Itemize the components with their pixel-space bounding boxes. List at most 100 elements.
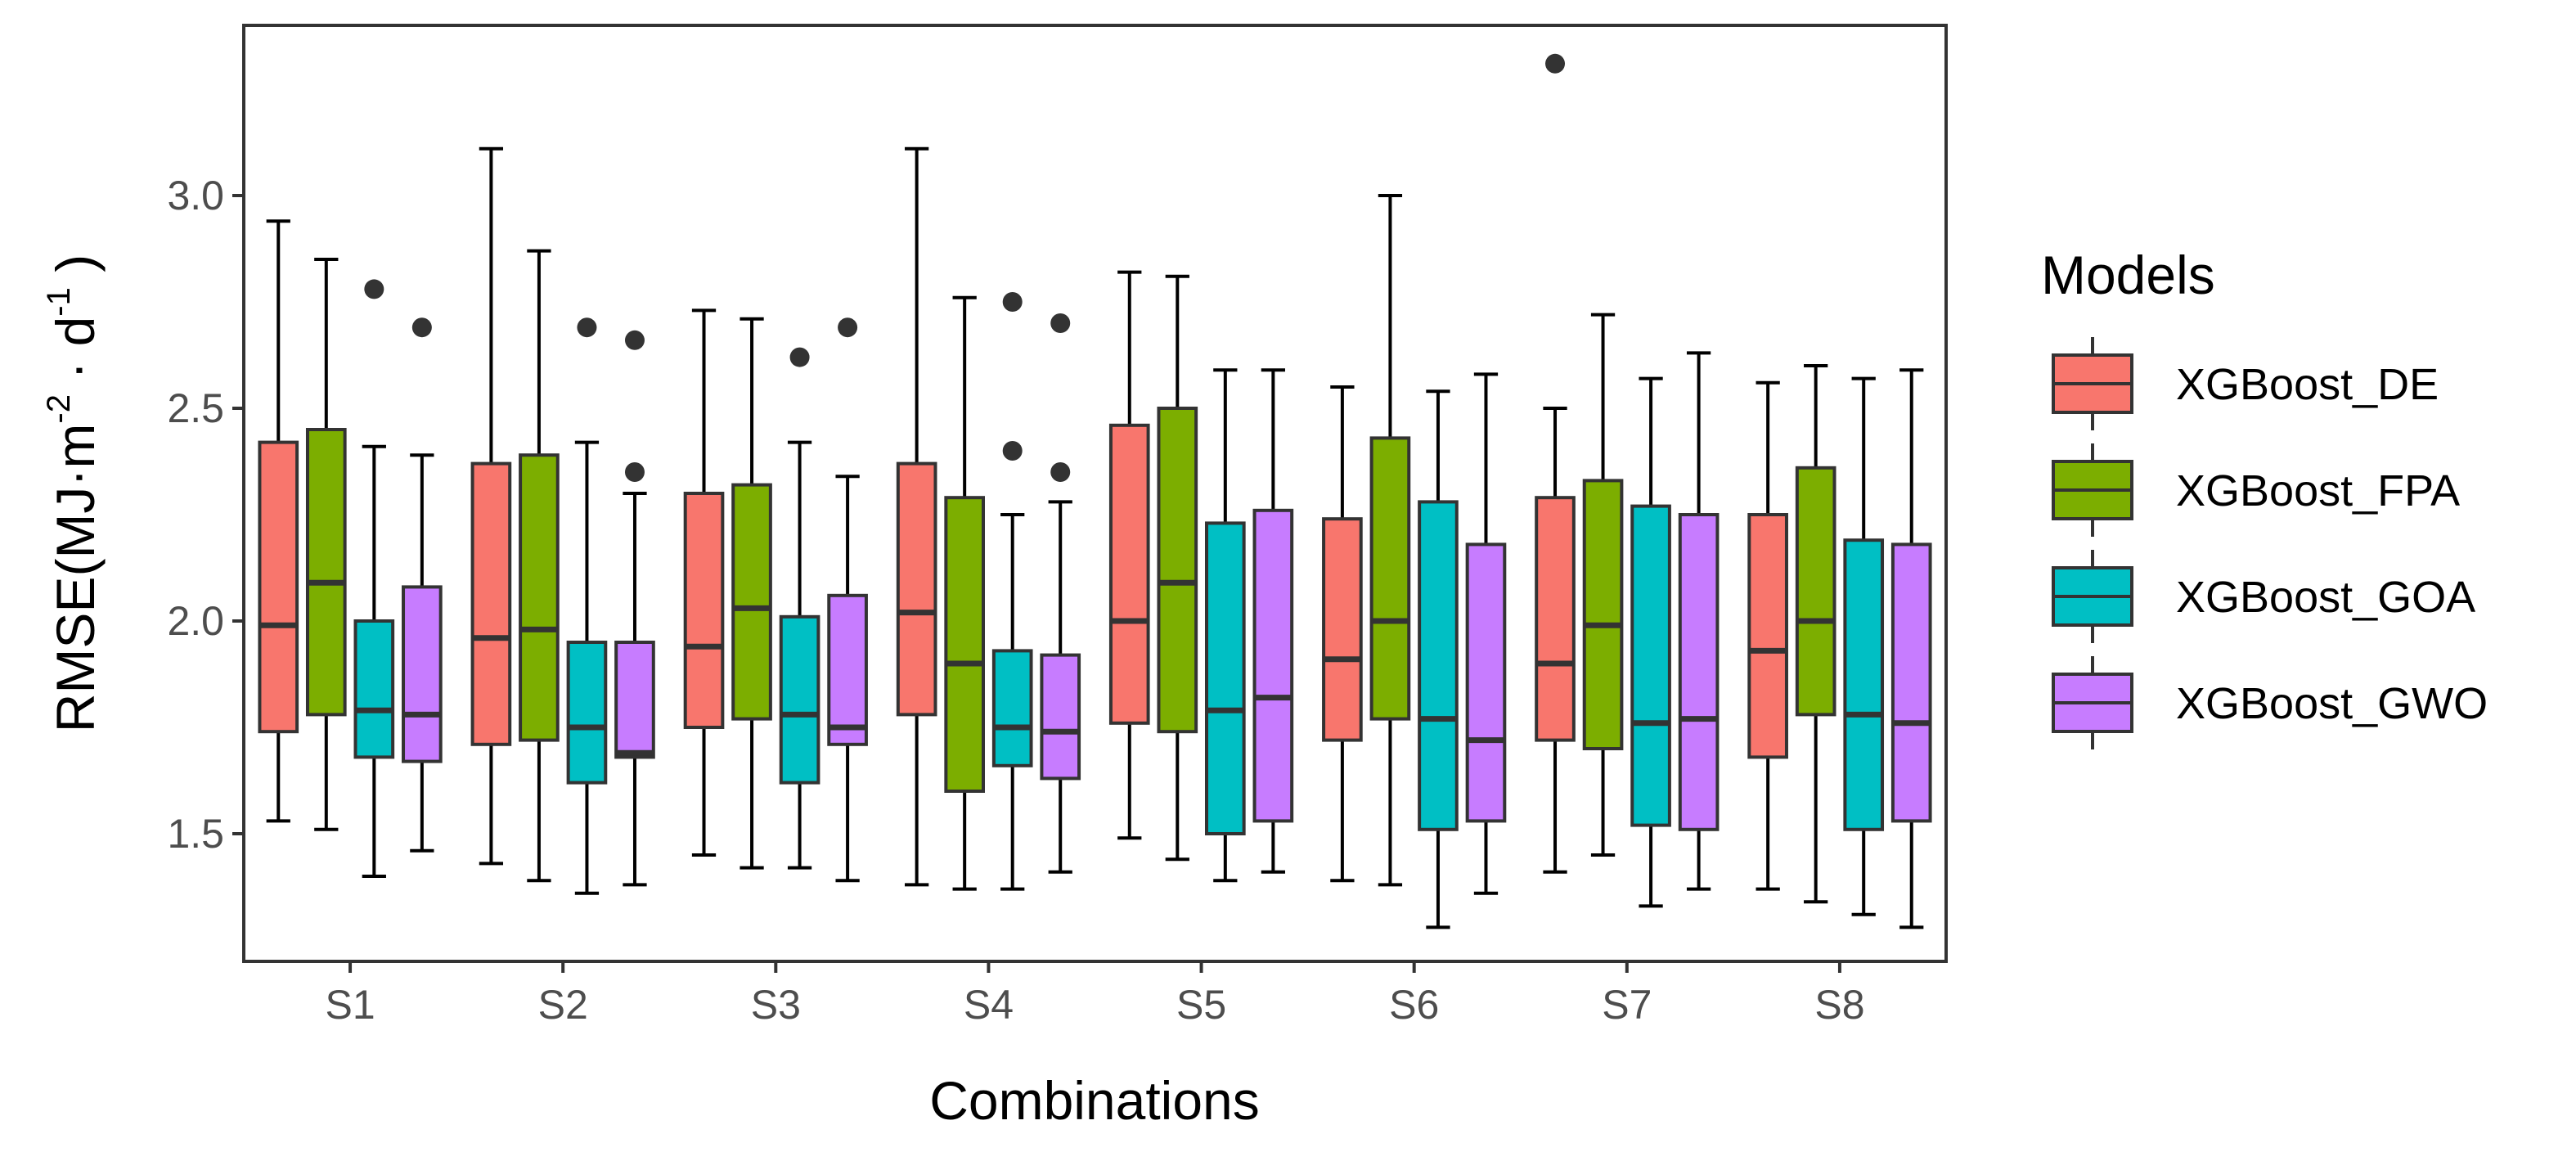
- legend-label: XGBoost_GOA: [2176, 573, 2475, 622]
- box-iqr: [1418, 500, 1459, 831]
- x-tick-label: S5: [1176, 982, 1226, 1028]
- box-XGBoost_DE-S6: [1322, 385, 1363, 883]
- legend-title: Models: [2041, 245, 2215, 305]
- box-XGBoost_GOA-S1: [353, 279, 395, 878]
- box-iqr: [402, 585, 443, 763]
- box-XGBoost_GOA-S4: [991, 292, 1033, 891]
- box-iqr: [258, 440, 299, 734]
- box-XGBoost_GOA-S3: [779, 347, 820, 870]
- box-XGBoost_GOA-S2: [566, 317, 608, 895]
- box-iqr: [1890, 542, 1932, 823]
- box-XGBoost_DE-S5: [1108, 270, 1150, 840]
- outlier-point: [838, 317, 858, 338]
- box-XGBoost_GOA-S8: [1843, 376, 1885, 916]
- box-XGBoost_GWO-S4: [1040, 313, 1081, 874]
- box-iqr: [1678, 513, 1720, 831]
- box-XGBoost_FPA-S3: [731, 317, 772, 870]
- box-XGBoost_GWO-S7: [1678, 351, 1720, 891]
- box-iqr: [353, 619, 395, 759]
- box-iqr: [305, 428, 347, 717]
- box-XGBoost_DE-S2: [470, 146, 512, 866]
- box-XGBoost_FPA-S1: [305, 258, 347, 831]
- x-tick-label: S8: [1814, 982, 1864, 1028]
- legend-item-XGBoost_GWO: XGBoost_GWO: [2052, 656, 2488, 749]
- outlier-point: [624, 462, 645, 482]
- legend-label: XGBoost_DE: [2176, 360, 2439, 409]
- y-axis-title-suffix: ): [45, 254, 106, 287]
- y-axis-title-exp2: -1: [41, 287, 77, 317]
- box-iqr: [1322, 517, 1363, 742]
- y-tick-label: 3.0: [167, 173, 224, 218]
- box-XGBoost_DE-S3: [683, 308, 725, 857]
- x-tick-label: S2: [538, 982, 588, 1028]
- box-iqr: [1843, 538, 1885, 831]
- box-iqr: [1205, 521, 1246, 836]
- box-iqr: [1582, 479, 1624, 751]
- box-iqr: [1108, 423, 1150, 725]
- y-tick-label: 2.5: [167, 385, 224, 431]
- box-XGBoost_GWO-S1: [402, 317, 443, 853]
- box-XGBoost_GWO-S3: [827, 317, 868, 883]
- box-iqr: [1040, 653, 1081, 781]
- box-XGBoost_DE-S7: [1535, 53, 1576, 874]
- outlier-point: [1050, 313, 1071, 333]
- box-XGBoost_GWO-S2: [614, 330, 655, 887]
- y-axis-title-exp1: -2: [41, 394, 77, 424]
- legend-item-XGBoost_GOA: XGBoost_GOA: [2052, 550, 2475, 643]
- box-XGBoost_DE-S4: [896, 146, 937, 887]
- box-XGBoost_GWO-S8: [1890, 368, 1932, 929]
- box-iqr: [519, 453, 560, 742]
- box-iqr: [1630, 504, 1671, 827]
- box-XGBoost_GWO-S5: [1252, 368, 1294, 874]
- outlier-point: [789, 347, 810, 367]
- legend-item-XGBoost_DE: XGBoost_DE: [2052, 337, 2439, 430]
- x-tick-label: S1: [325, 982, 375, 1028]
- x-axis-title: Combinations: [929, 1070, 1260, 1131]
- x-tick-label: S7: [1602, 982, 1652, 1028]
- box-iqr: [470, 461, 512, 746]
- y-tick-label: 1.5: [167, 811, 224, 857]
- box-XGBoost_GOA-S6: [1418, 389, 1459, 929]
- outlier-point: [1050, 462, 1071, 482]
- box-iqr: [779, 614, 820, 785]
- box-iqr: [1369, 436, 1411, 721]
- box-XGBoost_GWO-S6: [1465, 372, 1507, 895]
- legend-label: XGBoost_GWO: [2176, 679, 2488, 728]
- box-XGBoost_FPA-S8: [1795, 364, 1836, 904]
- outlier-point: [1002, 441, 1023, 461]
- outlier-point: [624, 330, 645, 350]
- box-iqr: [683, 492, 725, 729]
- box-iqr: [944, 496, 985, 793]
- x-tick-label: S6: [1389, 982, 1439, 1028]
- box-iqr: [1252, 508, 1294, 823]
- x-tick-label: S3: [751, 982, 801, 1028]
- outlier-point: [577, 317, 597, 338]
- plot-panel-border: [242, 24, 1948, 963]
- y-axis-title: RMSE(MJ·m-2 · d-1 ): [41, 254, 106, 732]
- box-XGBoost_DE-S1: [258, 219, 299, 823]
- outlier-point: [411, 317, 432, 338]
- y-axis-title-middle: · d: [45, 317, 106, 394]
- box-iqr: [1795, 466, 1836, 717]
- box-XGBoost_GOA-S5: [1205, 368, 1246, 883]
- box-iqr: [991, 649, 1033, 767]
- box-XGBoost_FPA-S7: [1582, 313, 1624, 857]
- box-XGBoost_FPA-S5: [1157, 274, 1198, 862]
- y-axis: 1.5 2.0 2.5 3.0: [167, 173, 244, 857]
- y-axis-title-prefix: RMSE(MJ·m: [45, 424, 106, 733]
- box-XGBoost_FPA-S4: [944, 295, 985, 891]
- box-XGBoost_DE-S8: [1747, 380, 1788, 891]
- outlier-point: [364, 279, 384, 299]
- legend-label: XGBoost_FPA: [2176, 466, 2460, 515]
- box-iqr: [731, 483, 772, 721]
- box-iqr: [614, 641, 655, 759]
- box-XGBoost_FPA-S6: [1369, 194, 1411, 887]
- legend-item-XGBoost_FPA: XGBoost_FPA: [2052, 443, 2460, 537]
- x-axis: S1 S2 S3 S4 S5 S6 S7 S8: [325, 961, 1865, 1028]
- box-iqr: [896, 461, 937, 717]
- outlier-point: [1545, 53, 1566, 74]
- x-tick-label: S4: [964, 982, 1014, 1028]
- box-iqr: [1157, 407, 1198, 734]
- y-tick-label: 2.0: [167, 598, 224, 644]
